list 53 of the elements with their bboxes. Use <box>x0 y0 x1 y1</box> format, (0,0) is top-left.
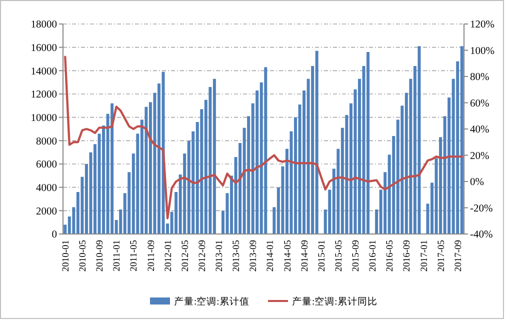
y-tick-label: 10000 <box>30 113 57 124</box>
bar <box>212 78 216 234</box>
x-tick-label: 2010-05 <box>78 240 89 272</box>
y2-tick-label: -40% <box>470 230 493 241</box>
line-series <box>64 56 463 220</box>
x-tick-label: 2017-01 <box>420 240 430 272</box>
y-tick-label: 2000 <box>36 206 57 218</box>
x-tick-label: 2011-05 <box>130 240 140 272</box>
x-tick-label: 2017-09 <box>454 240 464 272</box>
x-tick-label: 2015-05 <box>334 240 344 272</box>
x-tick-label: 2014-01 <box>266 240 276 272</box>
x-tick-label: 2016-05 <box>386 240 396 272</box>
bar <box>460 46 464 234</box>
bar <box>110 103 114 234</box>
y2-tick-label: -20% <box>470 203 493 214</box>
x-tick-label: 2012-05 <box>180 240 191 272</box>
y2-tick-label: 40% <box>470 124 490 136</box>
y2-tick-label: 0% <box>470 177 484 188</box>
x-tick-label: 2013-05 <box>232 240 242 272</box>
x-tick-label: 2014-09 <box>300 240 310 272</box>
y2-tick-label: 120% <box>470 20 495 31</box>
x-tick-label: 2012-01 <box>164 240 174 272</box>
bar <box>315 50 318 234</box>
legend-label: 产量:空调:累计值 <box>174 295 250 308</box>
x-tick-label: 2015-01 <box>317 240 328 272</box>
bar <box>264 67 268 234</box>
x-tick-label: 2011-01 <box>112 240 123 272</box>
x-tick-label: 2017-05 <box>436 240 447 272</box>
x-tick-label: 2012-09 <box>198 240 208 272</box>
x-tick-label: 2013-09 <box>249 240 260 272</box>
y-tick-label: 8000 <box>36 136 57 148</box>
y2-tick-label: 100% <box>470 46 495 57</box>
y-tick-label: 4000 <box>36 183 57 194</box>
bar <box>418 46 421 234</box>
x-tick-label: 2013-01 <box>215 240 226 272</box>
y2-tick-label: 20% <box>470 150 490 162</box>
x-tick-label: 2011-09 <box>146 240 157 272</box>
y2-tick-label: 80% <box>470 72 490 84</box>
x-tick-label: 2010-01 <box>61 240 72 272</box>
y-tick-label: 0 <box>52 230 57 241</box>
bar <box>366 52 370 234</box>
x-tick-label: 2014-05 <box>283 240 294 272</box>
x-tick-label: 2010-09 <box>96 240 106 272</box>
x-tick-label: 2015-09 <box>352 240 362 272</box>
x-tick-label: 2016-01 <box>368 240 379 272</box>
y2-tick-label: 60% <box>470 98 490 110</box>
y-tick-label: 6000 <box>36 160 57 171</box>
x-tick-label: 2016-09 <box>402 240 413 272</box>
y-tick-label: 18000 <box>30 20 57 31</box>
y-tick-label: 16000 <box>30 43 57 54</box>
y-tick-label: 12000 <box>30 90 57 101</box>
y-tick-label: 14000 <box>30 66 57 78</box>
legend-label: 产量:空调:累计同比 <box>292 295 378 308</box>
